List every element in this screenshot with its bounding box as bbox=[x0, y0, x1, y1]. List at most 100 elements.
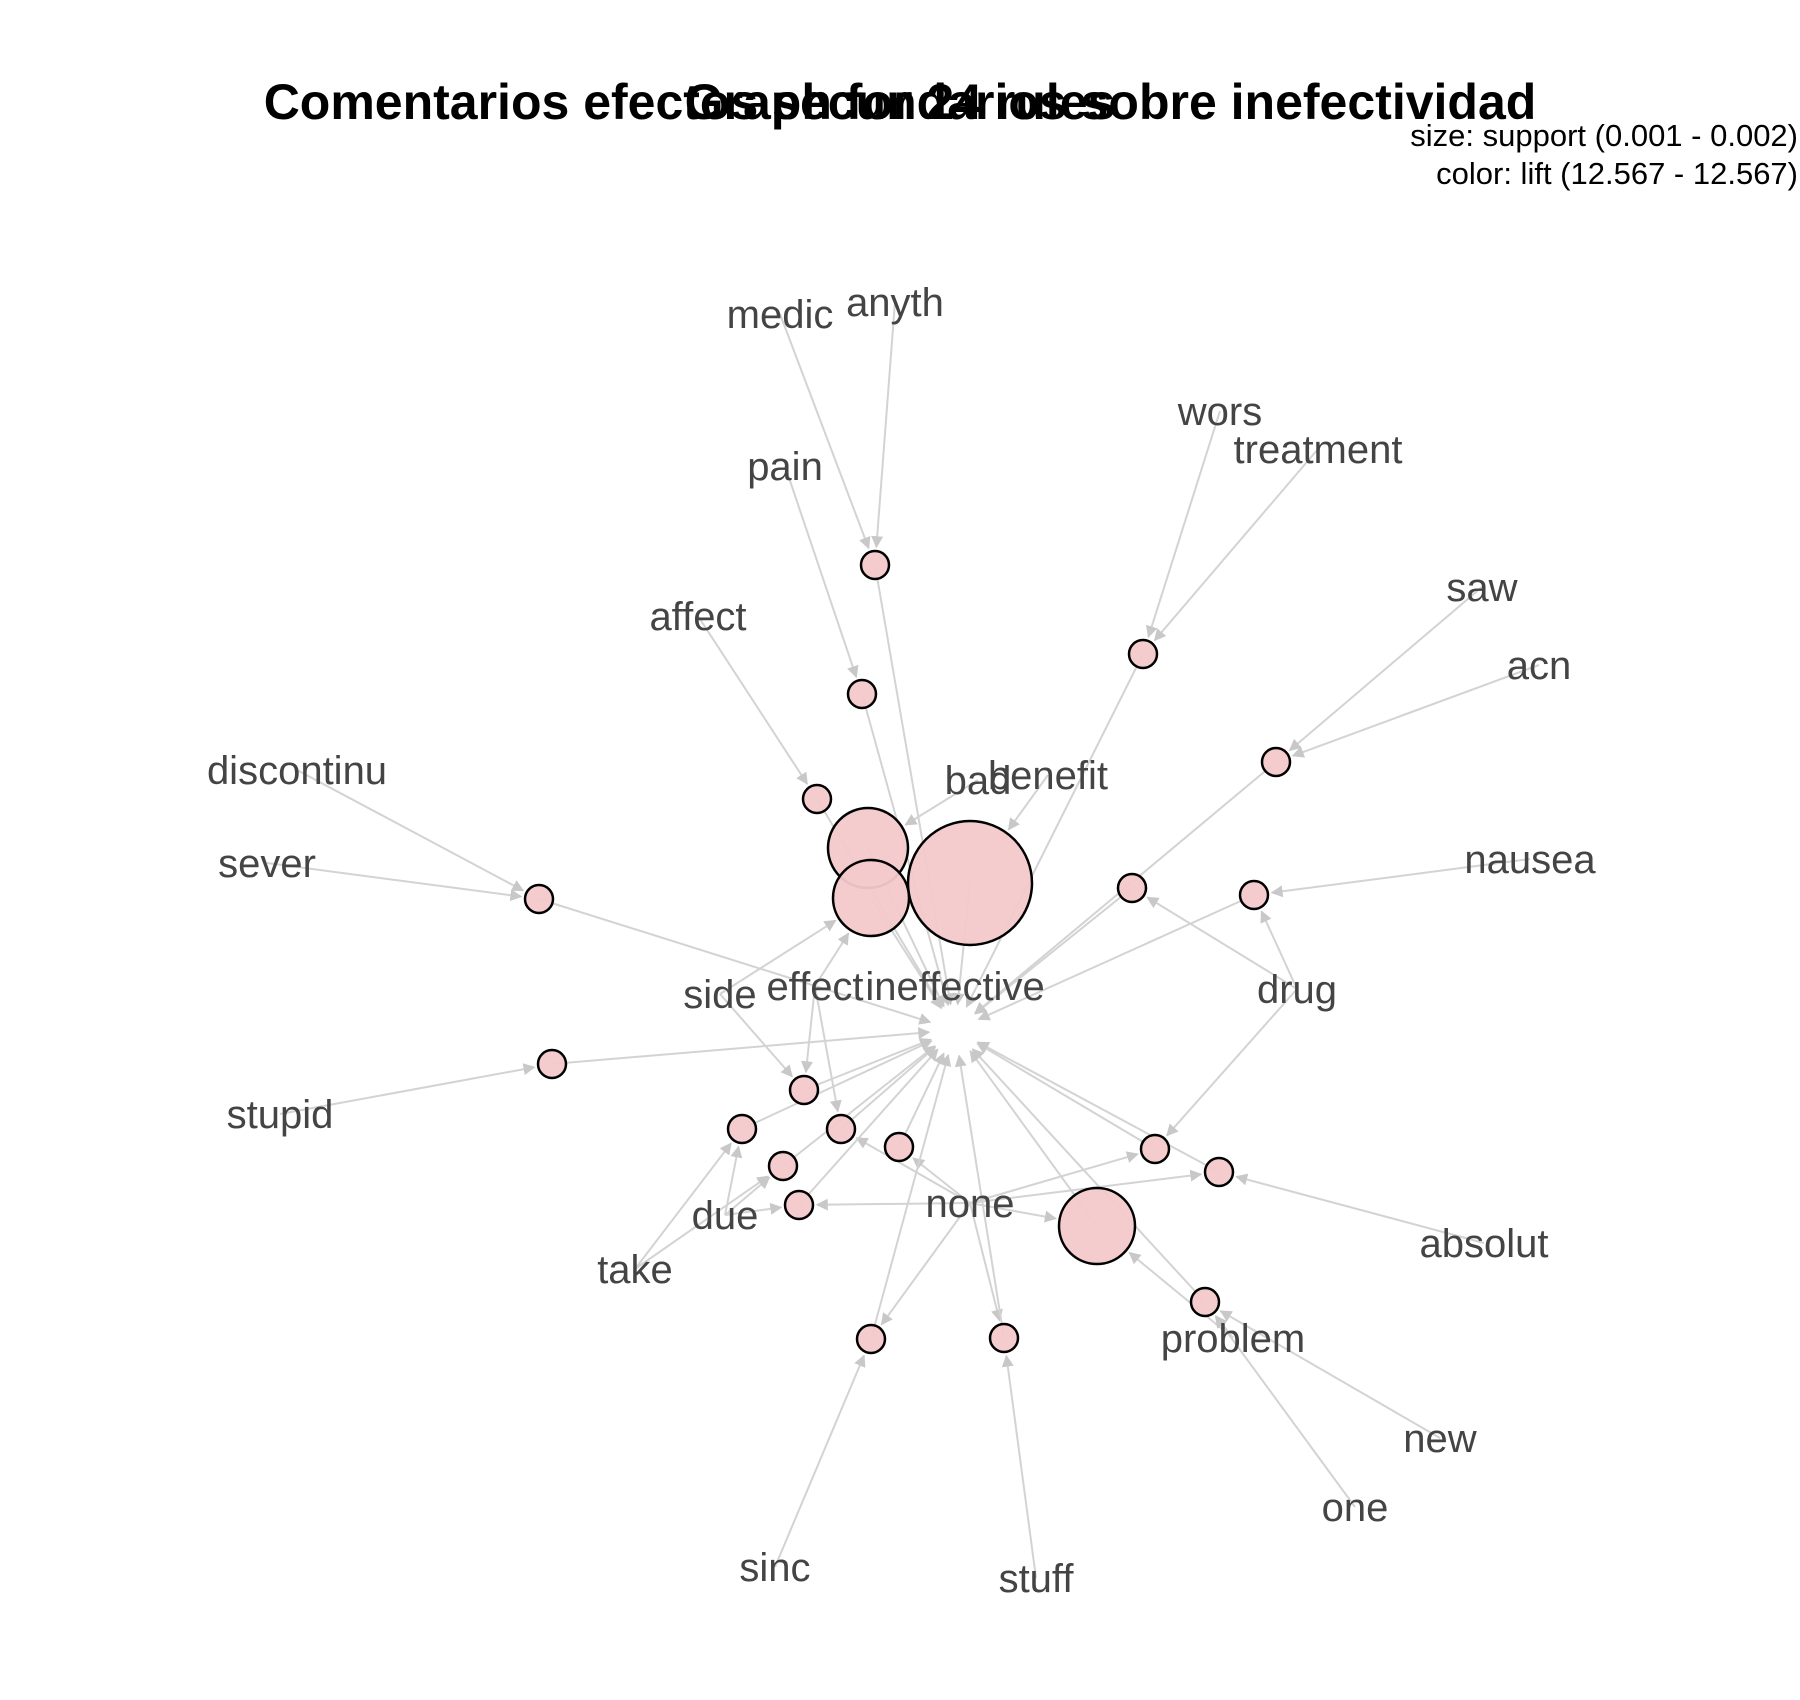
edge-effect-to-rule-15 bbox=[814, 985, 842, 1113]
edge-rule-11-to-ineffective bbox=[974, 887, 1133, 1015]
edge-stuff-to-rule-24 bbox=[1001, 1354, 1037, 1579]
item-label-pain: pain bbox=[747, 445, 823, 489]
item-label-treatment: treatment bbox=[1234, 428, 1403, 472]
edge-effect-to-rule-8 bbox=[814, 932, 850, 987]
item-label-saw: saw bbox=[1446, 566, 1517, 610]
rule-node-5 bbox=[801, 783, 833, 815]
edge-none-to-rule-18 bbox=[815, 1198, 971, 1211]
rule-node-15 bbox=[825, 1113, 857, 1145]
edge-rule-14-to-ineffective bbox=[741, 1040, 933, 1130]
rule-node-3 bbox=[1127, 638, 1159, 670]
legend-color: color: lift (12.567 - 12.567) bbox=[1436, 156, 1798, 191]
item-label-effect: effect bbox=[766, 965, 863, 1009]
item-label-affect: affect bbox=[649, 595, 746, 639]
edge-saw-to-rule-4 bbox=[1288, 586, 1483, 752]
item-label-sinc: sinc bbox=[739, 1546, 810, 1590]
edge-rule-15-to-ineffective bbox=[840, 1046, 937, 1130]
edge-none-to-rule-24 bbox=[969, 1202, 1003, 1322]
edge-benefit-to-rule-7 bbox=[1007, 774, 1049, 831]
node-layer bbox=[523, 549, 1292, 1355]
edge-problem-to-rule-22 bbox=[1215, 1315, 1234, 1339]
rule-node-12 bbox=[536, 1048, 568, 1080]
edge-drug-to-rule-20 bbox=[1166, 988, 1298, 1137]
edge-affect-to-rule-5 bbox=[697, 615, 809, 785]
edge-sever-to-rule-9 bbox=[266, 862, 523, 902]
edge-none-to-rule-20 bbox=[969, 1151, 1139, 1204]
item-label-discontinu: discontinu bbox=[207, 749, 387, 793]
item-label-sever: sever bbox=[218, 842, 316, 886]
rule-node-17 bbox=[767, 1150, 799, 1182]
edge-wors-to-rule-3 bbox=[1145, 410, 1221, 638]
edge-none-to-rule-23 bbox=[880, 1202, 971, 1326]
rule-node-16 bbox=[883, 1131, 915, 1163]
item-label-absolut: absolut bbox=[1420, 1222, 1549, 1266]
item-label-take: take bbox=[597, 1248, 673, 1292]
edge-none-to-rule-15 bbox=[855, 1137, 971, 1204]
edge-absolut-to-rule-21 bbox=[1235, 1173, 1485, 1244]
legend-size: size: support (0.001 - 0.002) bbox=[1410, 118, 1798, 153]
edge-rule-12-to-ineffective bbox=[551, 1027, 931, 1065]
edge-new-to-rule-22 bbox=[1219, 1310, 1441, 1439]
item-label-benefit: benefit bbox=[988, 754, 1108, 798]
rule-node-24 bbox=[988, 1322, 1020, 1354]
rule-node-8 bbox=[831, 858, 911, 938]
item-label-medic: medic bbox=[727, 293, 834, 337]
edge-rule-17-to-ineffective bbox=[782, 1045, 936, 1167]
edge-take-to-rule-17 bbox=[634, 1175, 770, 1270]
edge-rule-24-to-ineffective bbox=[954, 1054, 1005, 1339]
rule-node-2 bbox=[846, 678, 878, 710]
edge-none-to-rule-19 bbox=[969, 1202, 1057, 1223]
edge-side-to-rule-8 bbox=[719, 919, 837, 995]
edge-layer bbox=[266, 301, 1540, 1579]
rule-node-19 bbox=[1057, 1186, 1137, 1266]
graph-subtitle: Graph for 24 rules bbox=[684, 74, 1116, 130]
item-label-stuff: stuff bbox=[999, 1557, 1075, 1601]
edge-nausea-to-rule-10 bbox=[1270, 858, 1531, 898]
edge-side-to-rule-13 bbox=[719, 993, 793, 1078]
edge-rule-21-to-ineffective bbox=[976, 1041, 1220, 1173]
rule-node-21 bbox=[1203, 1156, 1235, 1188]
item-label-side: side bbox=[683, 973, 756, 1017]
rule-node-9 bbox=[523, 883, 555, 915]
edge-medic-to-rule-1 bbox=[779, 313, 871, 550]
item-label-stupid: stupid bbox=[227, 1093, 334, 1137]
edge-rule-9-to-ineffective bbox=[538, 898, 932, 1025]
edge-rule-20-to-ineffective bbox=[976, 1042, 1156, 1150]
item-label-acn: acn bbox=[1507, 644, 1572, 688]
item-label-wors: wors bbox=[1177, 390, 1262, 434]
edge-drug-to-rule-10 bbox=[1260, 910, 1298, 990]
edge-stupid-to-rule-12 bbox=[279, 1063, 536, 1115]
edge-rule-13-to-ineffective bbox=[803, 1038, 932, 1091]
item-label-drug: drug bbox=[1257, 968, 1337, 1012]
rule-node-13 bbox=[788, 1074, 820, 1106]
edge-take-to-rule-14 bbox=[634, 1142, 732, 1270]
rule-node-10 bbox=[1238, 879, 1270, 911]
rule-node-7 bbox=[906, 819, 1034, 947]
rule-node-4 bbox=[1260, 746, 1292, 778]
edge-rule-10-to-ineffective bbox=[977, 894, 1255, 1021]
rule-node-20 bbox=[1139, 1133, 1171, 1165]
edge-bad-to-rule-6 bbox=[904, 779, 979, 826]
edge-rule-3-to-ineffective bbox=[965, 653, 1144, 1008]
edge-anyth-to-rule-1 bbox=[871, 301, 896, 549]
rule-node-23 bbox=[855, 1323, 887, 1355]
item-label-new: new bbox=[1403, 1417, 1476, 1461]
rule-node-14 bbox=[726, 1113, 758, 1145]
edge-effect-to-rule-13 bbox=[801, 985, 816, 1074]
edge-due-to-rule-18 bbox=[724, 1202, 783, 1216]
item-label-ineffective: ineffective bbox=[865, 965, 1044, 1009]
edge-rule-23-to-ineffective bbox=[870, 1053, 952, 1340]
edge-rule-16-to-ineffective bbox=[898, 1052, 945, 1148]
edge-pain-to-rule-2 bbox=[784, 465, 859, 679]
edge-discontinu-to-rule-9 bbox=[296, 769, 525, 892]
edge-rule-22-to-ineffective bbox=[971, 1048, 1206, 1303]
edge-none-to-rule-16 bbox=[912, 1157, 971, 1204]
item-label-nausea: nausea bbox=[1464, 838, 1596, 882]
item-label-problem: problem bbox=[1161, 1317, 1306, 1361]
edge-sinc-to-rule-23 bbox=[774, 1354, 866, 1568]
edge-one-to-rule-22 bbox=[1214, 1315, 1356, 1508]
edge-rule-18-to-ineffective bbox=[798, 1048, 939, 1206]
item-label-bad: bad bbox=[945, 759, 1012, 803]
